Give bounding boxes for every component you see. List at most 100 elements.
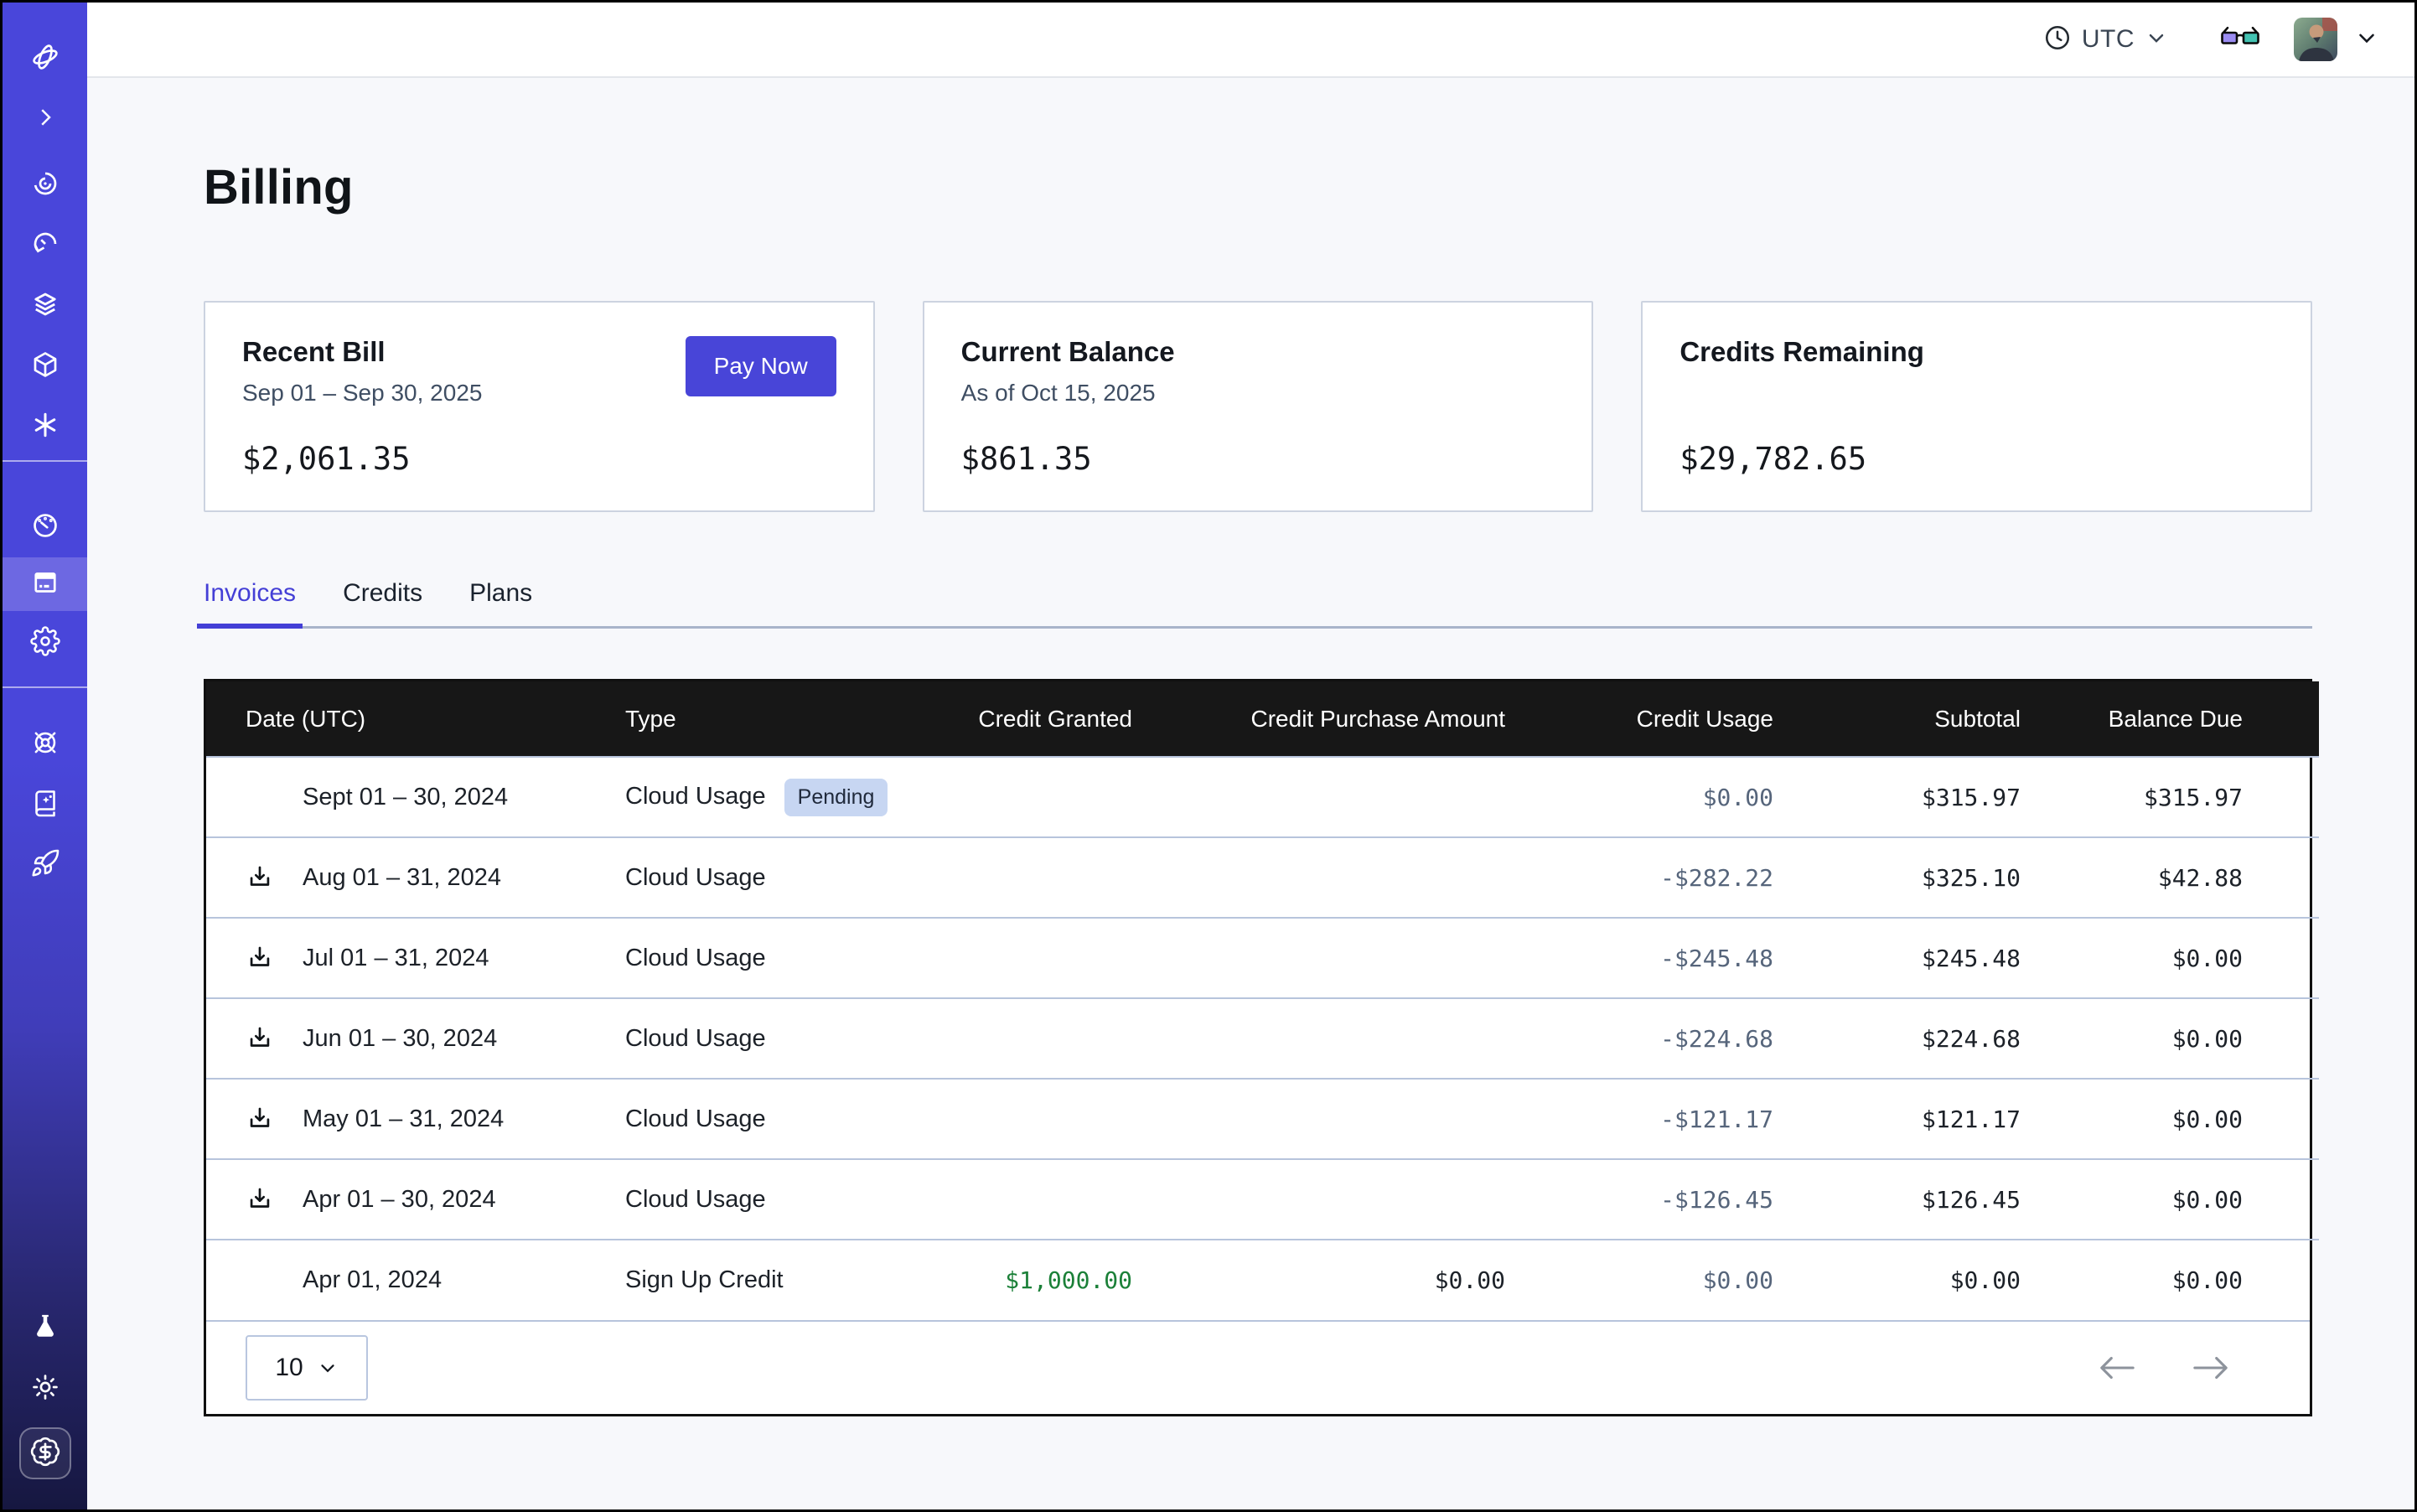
sidebar-item-services[interactable]: [3, 395, 87, 455]
download-icon: [250, 866, 270, 886]
download-invoice-button[interactable]: [246, 1105, 303, 1133]
next-page-button[interactable]: [2192, 1354, 2230, 1381]
invoice-type: Sign Up Credit: [625, 1266, 784, 1293]
download-icon: [250, 1107, 270, 1127]
balance-due-value: $0.00: [2171, 944, 2243, 972]
chevron-down-icon: [2145, 26, 2168, 54]
subtotal-value: $121.17: [1921, 1105, 2021, 1133]
layers-icon: [30, 289, 60, 319]
sidebar-item-billing[interactable]: [3, 557, 87, 611]
download-invoice-button[interactable]: [246, 783, 303, 811]
invoice-date: Sept 01 – 30, 2024: [303, 783, 509, 810]
rocket-icon: [30, 848, 60, 878]
tab-invoices[interactable]: Invoices: [196, 579, 303, 629]
subtotal-value: $224.68: [1921, 1024, 2021, 1053]
sidebar-item-history[interactable]: [3, 214, 87, 274]
orbit-logo-icon: [29, 41, 61, 73]
timezone-label: UTC: [2081, 25, 2135, 53]
invoice-type: Cloud Usage: [625, 1185, 766, 1213]
column-date: Date (UTC): [206, 681, 625, 757]
sidebar-item-monitor[interactable]: [3, 153, 87, 214]
theme-toggle[interactable]: [3, 1357, 87, 1417]
summary-cards: Recent Bill Sep 01 – Sep 30, 2025 Pay No…: [204, 301, 2313, 512]
subtotal-value: $126.45: [1921, 1185, 2021, 1214]
timezone-selector[interactable]: UTC: [2043, 23, 2168, 56]
card-subtitle: Sep 01 – Sep 30, 2025: [242, 380, 483, 406]
dollar-badge-icon: [29, 1436, 61, 1472]
previous-page-button[interactable]: [2098, 1354, 2136, 1381]
sidebar-item-layers[interactable]: [3, 274, 87, 334]
tab-plans[interactable]: Plans: [469, 579, 533, 607]
download-icon: [250, 946, 270, 966]
download-icon: [250, 1188, 270, 1208]
history-timer-icon: [30, 229, 60, 259]
invoice-row: Aug 01 – 31, 2024 Cloud Usage -$282.22 $…: [206, 837, 2319, 918]
billing-card-icon: [30, 567, 60, 602]
credits-remaining-card: Credits Remaining $29,782.65: [1641, 301, 2313, 512]
invoice-date: May 01 – 31, 2024: [303, 1105, 505, 1132]
download-invoice-button[interactable]: [246, 1024, 303, 1053]
invoices-table-body: Sept 01 – 30, 2024 Cloud Usage Pending $0…: [206, 757, 2319, 1320]
sidebar-item-settings[interactable]: [3, 611, 87, 671]
credit-usage-value: -$126.45: [1660, 1185, 1773, 1214]
sidebar-item-usage[interactable]: [3, 495, 87, 556]
balance-due-value: $42.88: [2157, 863, 2243, 892]
chevron-down-icon[interactable]: [2354, 25, 2379, 54]
subtotal-value: $325.10: [1921, 863, 2021, 892]
credit-granted-value: [952, 1159, 1132, 1240]
sidebar-item-control[interactable]: [3, 712, 87, 773]
chevron-right-icon: [33, 105, 58, 130]
download-invoice-button[interactable]: [246, 1266, 303, 1295]
balance-due-value: $315.97: [2143, 783, 2243, 811]
column-balance-due: Balance Due: [2021, 681, 2319, 757]
sidebar-item-getting-started[interactable]: [3, 833, 87, 893]
avatar[interactable]: [2294, 18, 2337, 61]
invoice-date-cell: Apr 01, 2024: [206, 1240, 625, 1320]
flask-icon: [31, 1313, 60, 1341]
sidebar-item-docs[interactable]: [3, 773, 87, 833]
invoice-row: Jun 01 – 30, 2024 Cloud Usage -$224.68 $…: [206, 998, 2319, 1079]
invoice-type-cell: Cloud Usage: [625, 1079, 952, 1159]
column-subtotal: Subtotal: [1773, 681, 2021, 757]
topbar: UTC: [87, 3, 2414, 78]
column-type: Type: [625, 681, 952, 757]
invoice-type-cell: Sign Up Credit: [625, 1240, 952, 1320]
invoice-type-cell: Cloud Usage Pending: [625, 757, 952, 837]
tab-credits[interactable]: Credits: [343, 579, 423, 607]
credit-granted-value: [952, 1079, 1132, 1159]
page-size-select[interactable]: 10: [246, 1335, 368, 1401]
billing-tabs: Invoices Credits Plans: [196, 579, 2312, 629]
credit-granted-value: [952, 837, 1132, 918]
sidebar-item-home[interactable]: [3, 27, 87, 87]
3d-glasses-icon[interactable]: [2220, 25, 2260, 54]
download-invoice-button[interactable]: [246, 863, 303, 892]
invoice-type-cell: Cloud Usage: [625, 1159, 952, 1240]
download-invoice-button[interactable]: [246, 944, 303, 972]
download-invoice-button[interactable]: [246, 1185, 303, 1214]
ship-wheel-icon: [30, 728, 60, 758]
invoice-type: Cloud Usage: [625, 782, 766, 810]
invoice-row: Apr 01 – 30, 2024 Cloud Usage -$126.45 $…: [206, 1159, 2319, 1240]
card-subtitle: As of Oct 15, 2025: [960, 380, 1156, 406]
invoice-date: Aug 01 – 31, 2024: [303, 863, 502, 891]
sidebar-divider: [3, 460, 87, 462]
sidebar-expand-button[interactable]: [3, 87, 87, 148]
invoice-date-cell: Jun 01 – 30, 2024: [206, 998, 625, 1079]
pay-now-button[interactable]: Pay Now: [685, 336, 836, 396]
card-title: Credits Remaining: [1679, 336, 1924, 367]
balance-due-value: $0.00: [2171, 1105, 2243, 1133]
main-content: Billing Recent Bill Sep 01 – Sep 30, 202…: [87, 78, 2414, 1509]
sidebar-item-packages[interactable]: [3, 334, 87, 395]
status-badge: Pending: [784, 778, 888, 816]
pagination: 10: [206, 1320, 2310, 1414]
sidebar-item-labs[interactable]: [3, 1297, 87, 1357]
credit-purchase-value: [1132, 1159, 1505, 1240]
invoice-type-cell: Cloud Usage: [625, 837, 952, 918]
invoice-type-cell: Cloud Usage: [625, 918, 952, 998]
sidebar: [3, 3, 87, 1509]
sidebar-divider: [3, 686, 87, 688]
invoice-type: Cloud Usage: [625, 1024, 766, 1052]
credits-button[interactable]: [18, 1427, 71, 1479]
credit-usage-value: -$224.68: [1660, 1024, 1773, 1053]
invoice-row: May 01 – 31, 2024 Cloud Usage -$121.17 $…: [206, 1079, 2319, 1159]
